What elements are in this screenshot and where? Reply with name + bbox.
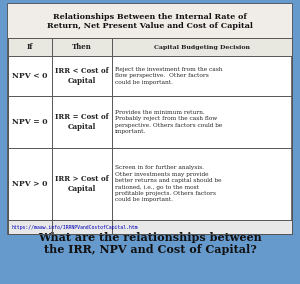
Text: What are the relationships between: What are the relationships between	[38, 232, 262, 243]
Bar	[8, 4, 292, 234]
Text: IRR < Cost of
Capital: IRR < Cost of Capital	[55, 67, 109, 85]
Text: https://maaw.info/IRRNPVandCostofCapital.htm: https://maaw.info/IRRNPVandCostofCapital…	[11, 224, 137, 229]
Text: If: If	[27, 43, 33, 51]
Text: Relationships Between the Internal Rate of: Relationships Between the Internal Rate …	[53, 13, 247, 21]
Text: NPV < 0: NPV < 0	[12, 72, 48, 80]
Text: Reject the investment from the cash
flow perspective.  Other factors
could be im: Reject the investment from the cash flow…	[115, 67, 222, 85]
Text: Provides the minimum return.
Probably reject from the cash flow
perspective. Oth: Provides the minimum return. Probably re…	[115, 110, 222, 134]
Text: Capital Budgeting Decision: Capital Budgeting Decision	[154, 45, 250, 49]
Bar	[8, 220, 292, 234]
Text: Return, Net Present Value and Cost of Capital: Return, Net Present Value and Cost of Ca…	[47, 22, 253, 30]
Text: IRR > Cost of
Capital: IRR > Cost of Capital	[55, 175, 109, 193]
Text: IRR = Cost of
Capital: IRR = Cost of Capital	[55, 113, 109, 131]
Text: the IRR, NPV and Cost of Capital?: the IRR, NPV and Cost of Capital?	[44, 244, 256, 255]
Text: Then: Then	[72, 43, 92, 51]
Bar	[8, 4, 292, 38]
Text: NPV > 0: NPV > 0	[12, 180, 48, 188]
Text: Screen in for further analysis.
Other investments may provide
better returns and: Screen in for further analysis. Other in…	[115, 166, 221, 202]
Bar	[8, 38, 292, 56]
Text: NPV = 0: NPV = 0	[12, 118, 48, 126]
